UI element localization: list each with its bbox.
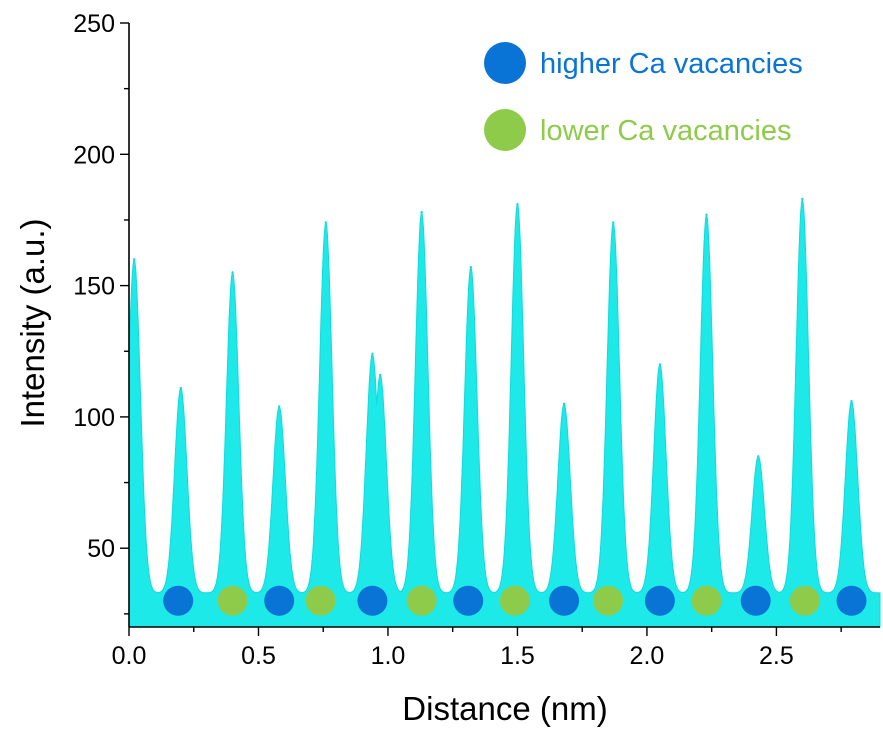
peak-point bbox=[658, 363, 662, 366]
peak-point bbox=[132, 258, 136, 261]
marker-lower bbox=[406, 585, 437, 616]
peak-point bbox=[850, 399, 853, 403]
legend-label: lower Ca vacancies bbox=[540, 115, 791, 147]
marker-lower bbox=[499, 585, 530, 616]
peak-point bbox=[705, 213, 708, 216]
plot-area bbox=[128, 197, 881, 628]
legend-label: higher Ca vacancies bbox=[540, 48, 803, 80]
atom-markers bbox=[163, 585, 867, 616]
peak-point bbox=[757, 455, 760, 458]
marker-lower bbox=[691, 585, 722, 616]
marker-higher bbox=[644, 585, 675, 616]
marker-lower bbox=[217, 585, 248, 616]
y-tick-label: 250 bbox=[73, 10, 115, 38]
peak-point bbox=[324, 221, 328, 224]
marker-lower bbox=[593, 585, 624, 616]
intensity-area bbox=[128, 198, 881, 628]
y-tick-label: 200 bbox=[73, 141, 115, 169]
y-axis-title: Intensity (a.u.) bbox=[14, 218, 51, 427]
marker-higher bbox=[740, 585, 771, 616]
x-tick-label: 1.5 bbox=[500, 642, 535, 670]
y-tick-label: 100 bbox=[73, 404, 115, 432]
marker-higher bbox=[836, 585, 867, 616]
x-tick-label: 2.0 bbox=[630, 642, 665, 670]
x-axis-title: Distance (nm) bbox=[402, 690, 607, 727]
peak-point bbox=[420, 210, 423, 214]
axes: 0.0 0.5 1.0 1.5 2.0 2.5 50 100 150 200 250 bbox=[73, 10, 880, 670]
x-tick-label: 0.0 bbox=[112, 642, 147, 670]
marker-higher bbox=[163, 585, 194, 616]
peak-point bbox=[371, 352, 374, 356]
marker-lower bbox=[789, 585, 820, 616]
peak-point bbox=[516, 203, 519, 206]
peak-point bbox=[612, 221, 615, 224]
peak-point bbox=[801, 197, 804, 201]
x-tick-label: 0.5 bbox=[241, 642, 276, 670]
marker-higher bbox=[357, 585, 388, 616]
legend: higher Ca vacancies lower Ca vacancies bbox=[484, 42, 803, 151]
y-tick-label: 50 bbox=[87, 535, 115, 563]
peak-point bbox=[562, 402, 566, 405]
peak-point bbox=[378, 373, 382, 377]
legend-marker-higher bbox=[484, 42, 526, 84]
legend-marker-lower bbox=[484, 109, 526, 151]
y-tick-label: 150 bbox=[73, 273, 115, 301]
x-tick-label: 2.5 bbox=[759, 642, 794, 670]
x-tick-label: 1.0 bbox=[371, 642, 406, 670]
marker-higher bbox=[264, 585, 295, 616]
peak-point bbox=[231, 271, 234, 274]
peak-point bbox=[278, 405, 281, 408]
marker-higher bbox=[549, 585, 580, 616]
marker-lower bbox=[305, 585, 336, 616]
marker-higher bbox=[453, 585, 484, 616]
peak-point bbox=[469, 266, 473, 269]
peak-point bbox=[179, 386, 182, 390]
